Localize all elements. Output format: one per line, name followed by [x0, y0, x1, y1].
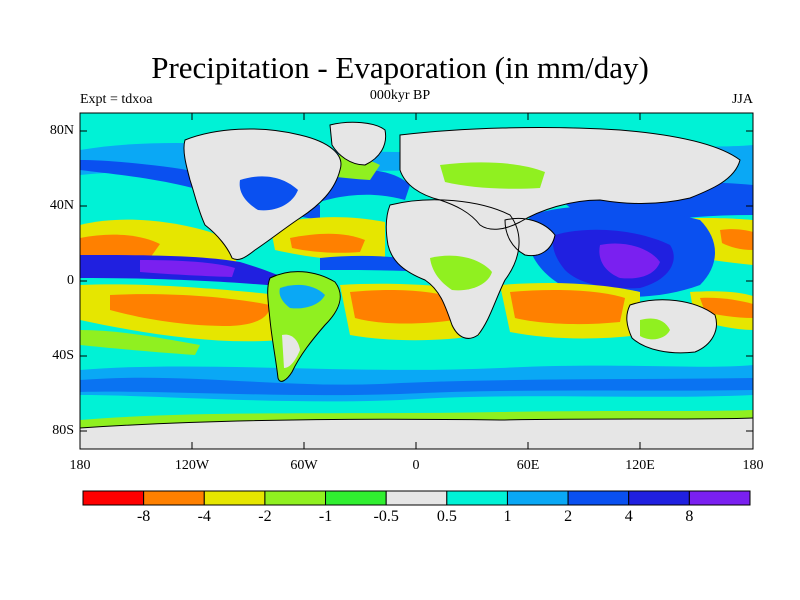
legend-swatch: [688, 490, 751, 506]
legend-label: -2: [258, 508, 272, 525]
legend-swatch: [567, 490, 630, 506]
legend-swatch: [385, 490, 448, 506]
legend-label: 1: [503, 508, 512, 525]
legend-label: 8: [685, 508, 694, 525]
season-label: JJA: [731, 92, 753, 107]
legend-label: -0.5: [373, 508, 399, 525]
period-label: 000kyr BP: [369, 88, 431, 103]
legend-swatch: [264, 490, 327, 506]
legend-swatch: [143, 490, 205, 506]
y-label-80n: 80N: [49, 123, 74, 138]
x-label-0: 0: [412, 458, 420, 473]
map-title: Precipitation - Evaporation (in mm/day): [151, 50, 649, 85]
legend-swatch: [446, 490, 508, 506]
legend-swatch: [203, 490, 266, 506]
legend-swatch: [325, 490, 387, 506]
y-label-80s: 80S: [52, 423, 74, 438]
legend-swatch: [628, 490, 690, 506]
y-label-40s: 40S: [52, 348, 74, 363]
y-label-0: 0: [67, 273, 74, 288]
legend-label: -8: [136, 508, 151, 525]
legend-label: 2: [564, 508, 573, 525]
legend-label: 0.5: [436, 508, 457, 525]
legend-label: 4: [624, 508, 633, 525]
legend-label: -1: [318, 508, 333, 525]
x-label-60w: 60W: [290, 458, 318, 473]
x-label-180-right: 180: [742, 458, 764, 473]
map-field: [80, 113, 753, 449]
x-label-60e: 60E: [516, 458, 540, 473]
y-label-40n: 40N: [49, 198, 74, 213]
y-ticks: [80, 130, 753, 432]
coastlines: [80, 121, 753, 429]
x-label-120w: 120W: [174, 458, 210, 473]
legend-swatch: [506, 490, 569, 506]
legend-swatch: [82, 490, 145, 506]
experiment-label: Expt = tdxoa: [80, 92, 153, 107]
x-label-120e: 120E: [625, 458, 655, 473]
x-label-180-left: 180: [69, 458, 91, 473]
legend-label: -4: [197, 508, 211, 525]
x-ticks: [79, 113, 641, 449]
